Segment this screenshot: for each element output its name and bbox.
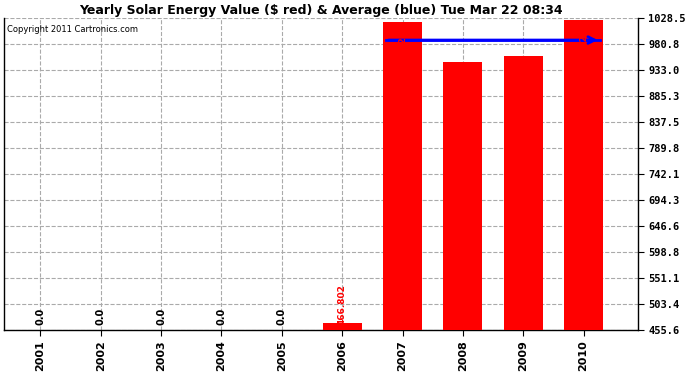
Text: 988.522: 988.522 [579, 28, 588, 69]
Bar [322, 324, 362, 330]
Text: Copyright 2011 Cartronics.com: Copyright 2011 Cartronics.com [8, 24, 138, 33]
Bar [443, 62, 482, 330]
Text: 1022.069: 1022.069 [398, 278, 407, 325]
Bar [504, 57, 543, 330]
Text: 988.522: 988.522 [398, 30, 407, 71]
Text: 0.0: 0.0 [217, 308, 226, 325]
Text: 0.0: 0.0 [35, 308, 46, 325]
Text: 0.0: 0.0 [277, 308, 287, 325]
Title: Yearly Solar Energy Value ($ red) & Average (blue) Tue Mar 22 08:34: Yearly Solar Energy Value ($ red) & Aver… [79, 4, 563, 17]
Text: 0.0: 0.0 [156, 308, 166, 325]
Text: 466.802: 466.802 [337, 284, 346, 325]
Text: 0.0: 0.0 [96, 308, 106, 325]
Text: 958.310: 958.310 [519, 284, 528, 325]
Text: 948.001: 948.001 [458, 284, 467, 325]
Bar [383, 22, 422, 330]
Text: 1025.708: 1025.708 [579, 278, 588, 325]
Bar [564, 20, 603, 330]
